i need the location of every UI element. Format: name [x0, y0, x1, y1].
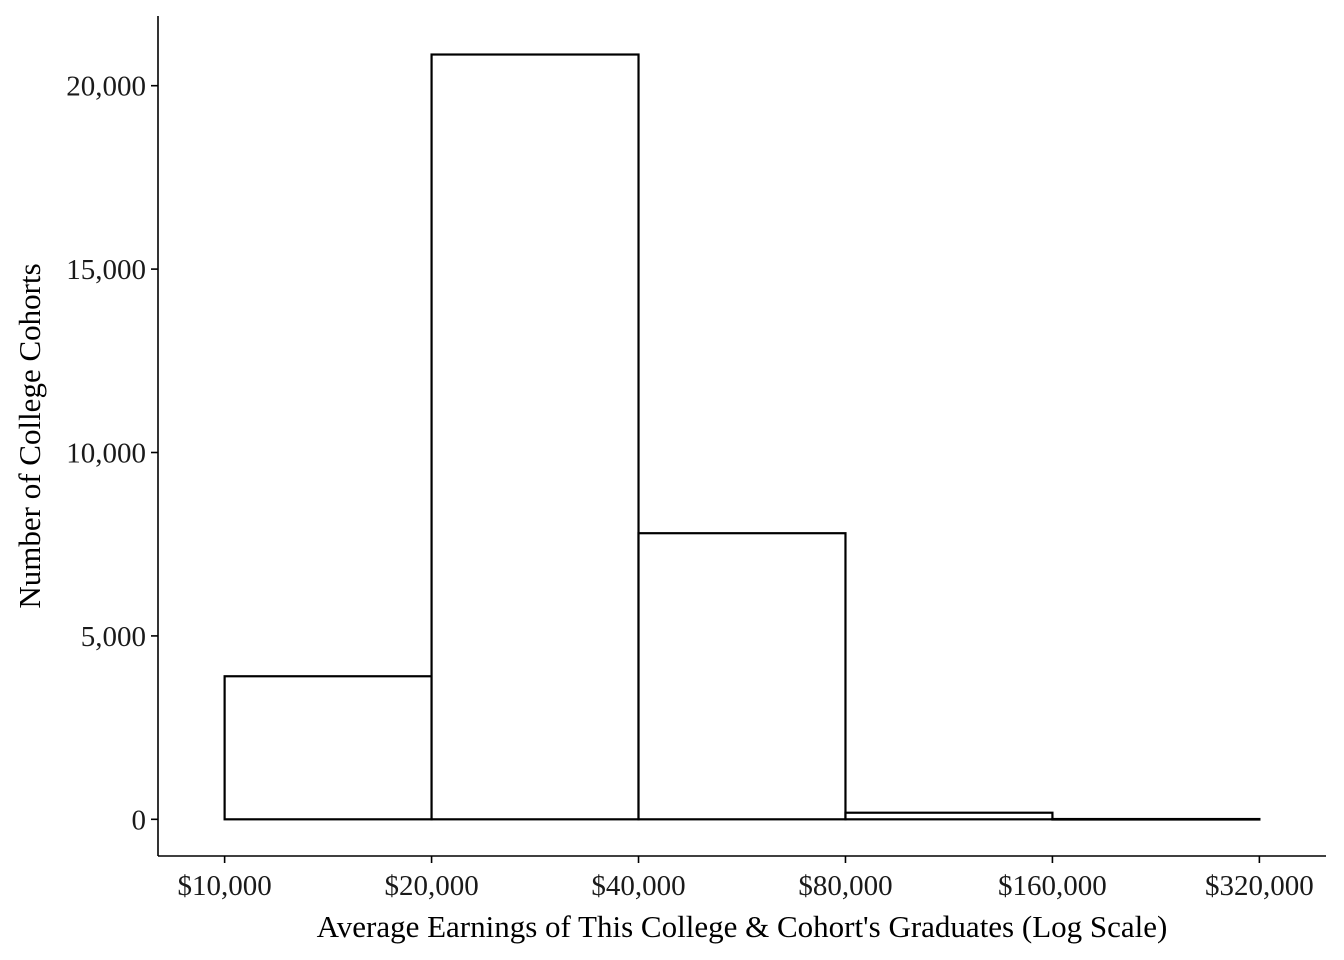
x-tick-label: $320,000 — [1205, 870, 1314, 902]
x-tick-label: $20,000 — [384, 870, 478, 902]
y-tick-label: 10,000 — [66, 438, 146, 470]
histogram-bars — [223, 53, 1261, 821]
y-tick-label: 15,000 — [66, 254, 146, 286]
y-tick-label: 0 — [132, 804, 147, 836]
y-axis-ticks: 0 5,000 10,000 15,000 20,000 — [66, 71, 158, 836]
histogram-bar-1 — [223, 675, 433, 821]
x-axis-ticks: $10,000 $20,000 $40,000 $80,000 $160,000 $320… — [177, 856, 1314, 902]
x-axis-title: Average Earnings of This College & Cohor… — [317, 909, 1168, 944]
x-tick-label: $40,000 — [591, 870, 685, 902]
histogram-bar-3 — [637, 532, 847, 821]
y-tick-label: 20,000 — [66, 71, 146, 103]
x-tick-label: $10,000 — [177, 870, 271, 902]
y-axis-title: Number of College Cohorts — [12, 263, 47, 608]
histogram-bar-4 — [844, 811, 1054, 821]
y-tick-label: 5,000 — [81, 621, 146, 653]
x-tick-label: $160,000 — [998, 870, 1107, 902]
histogram-bar-5 — [1051, 817, 1261, 821]
x-tick-label: $80,000 — [798, 870, 892, 902]
histogram-bar-2 — [430, 53, 640, 821]
